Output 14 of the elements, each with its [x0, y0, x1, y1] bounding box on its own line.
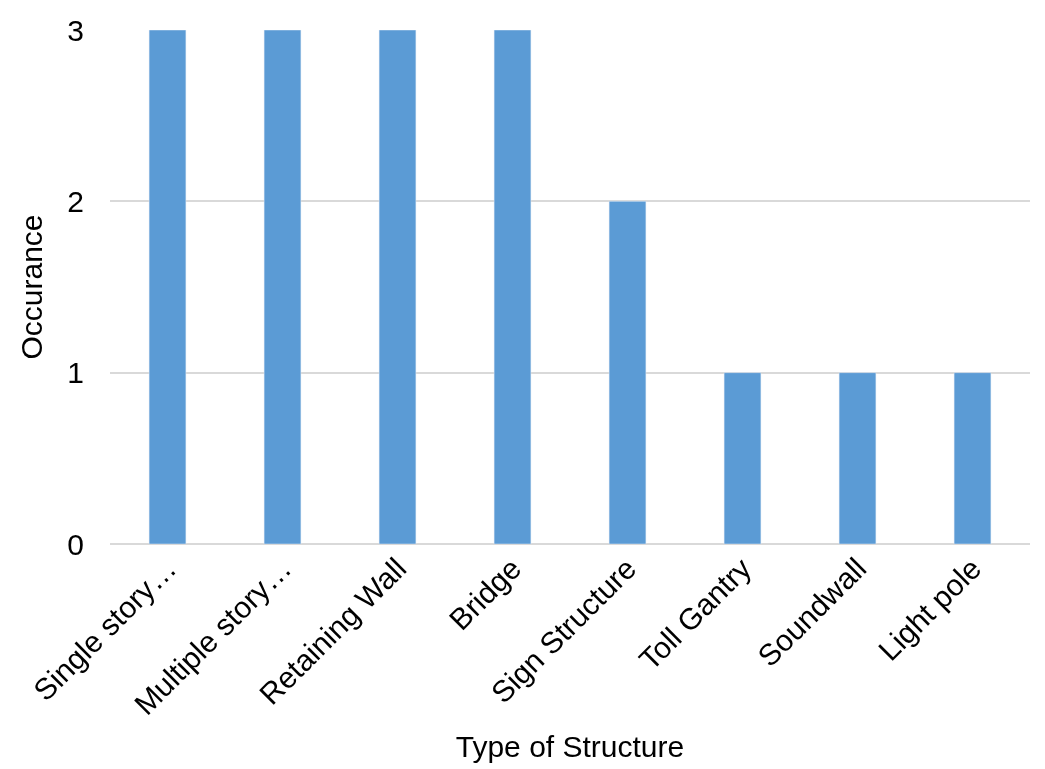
- bar: [378, 30, 417, 544]
- y-tick-label: 3: [67, 13, 84, 47]
- bar: [493, 30, 532, 544]
- y-tick-label: 2: [67, 184, 84, 218]
- bar: [723, 372, 762, 544]
- y-tick-label: 1: [67, 356, 84, 390]
- bar: [838, 372, 877, 544]
- bar: [148, 30, 187, 544]
- bar: [953, 372, 992, 544]
- y-axis-title: Occurance: [15, 214, 49, 360]
- bar: [608, 201, 647, 544]
- y-tick-label: 0: [67, 527, 84, 561]
- bar: [263, 30, 302, 544]
- x-axis-title: Type of Structure: [455, 729, 685, 763]
